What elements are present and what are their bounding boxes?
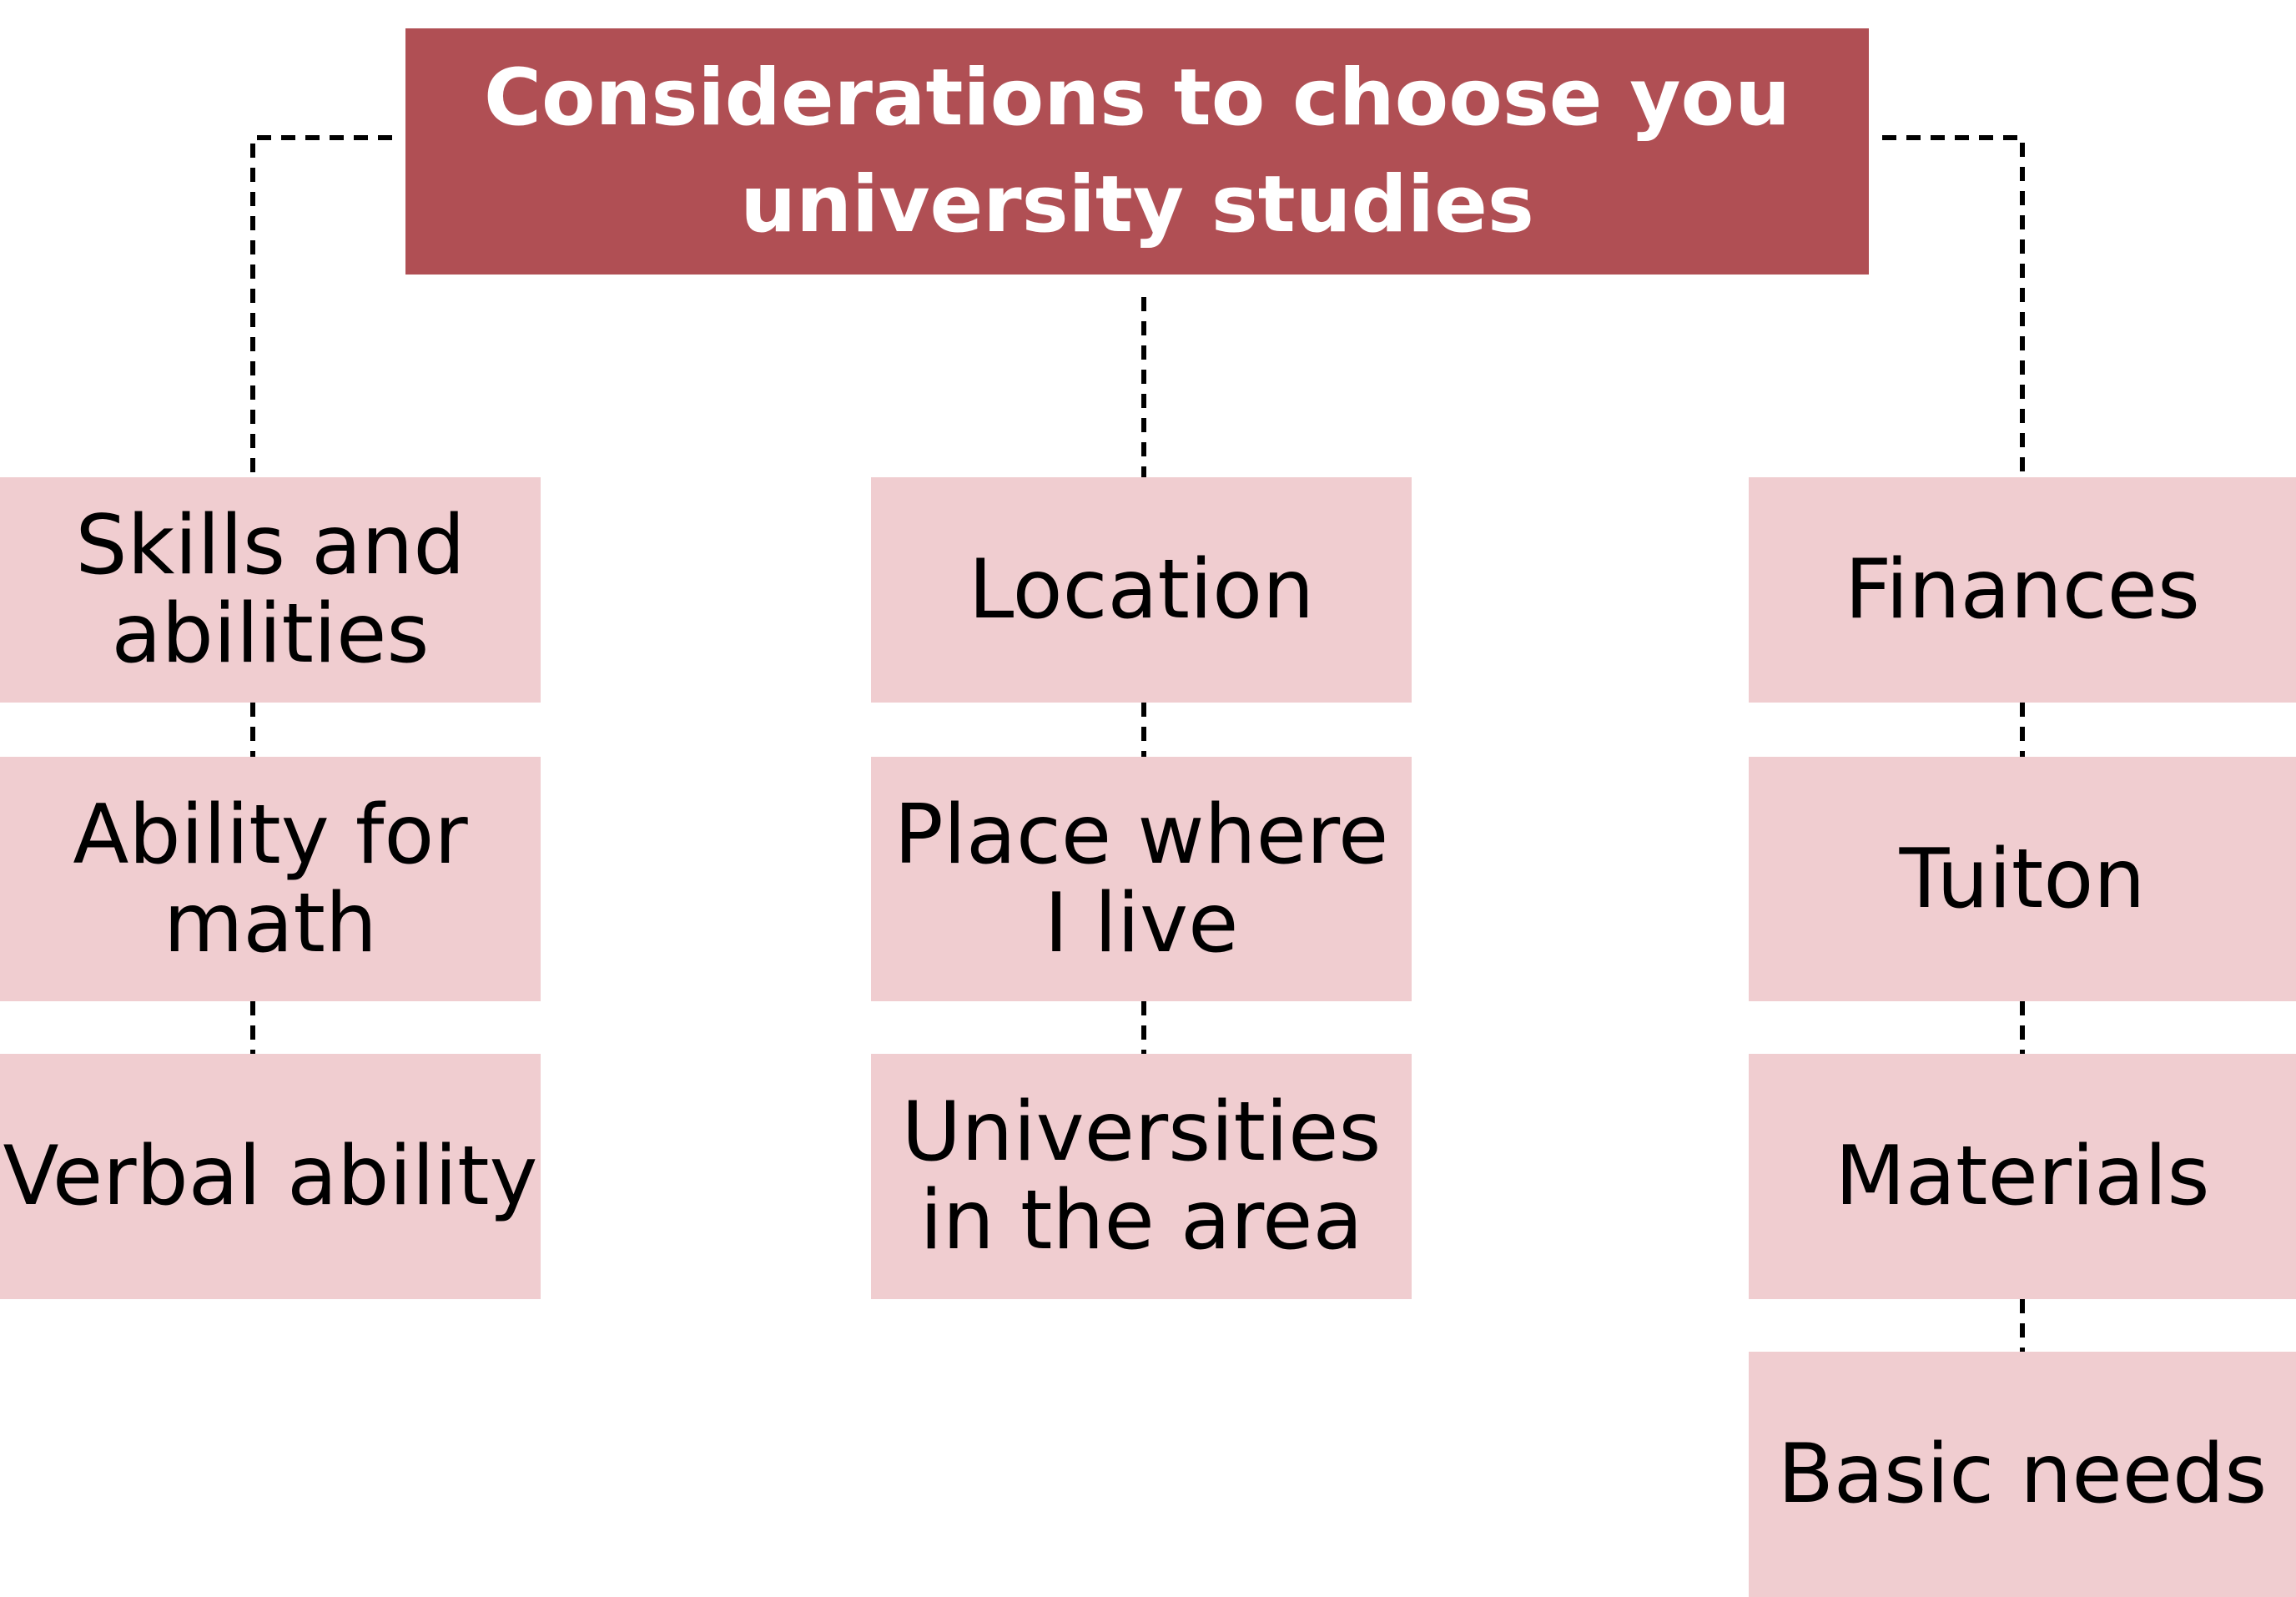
node-ability-for-math: Ability for math [0,757,541,1001]
node-place-where-i-live: Place where I live [871,757,1412,1001]
node-tuiton: Tuiton [1749,757,2296,1001]
node-basic-needs: Basic needs [1749,1352,2296,1597]
node-verbal-ability: Verbal ability [0,1054,541,1299]
connector-root-to-finances [1882,135,2025,477]
node-materials: Materials [1749,1054,2296,1299]
node-skills-and-abilities: Skills and abilities [0,477,541,703]
node-universities-in-the-area: Universities in the area [871,1054,1412,1299]
node-finances: Finances [1749,477,2296,703]
root-node-title: Considerations to choose you university … [405,28,1869,275]
connector-root-to-skills [250,135,392,477]
node-location: Location [871,477,1412,703]
